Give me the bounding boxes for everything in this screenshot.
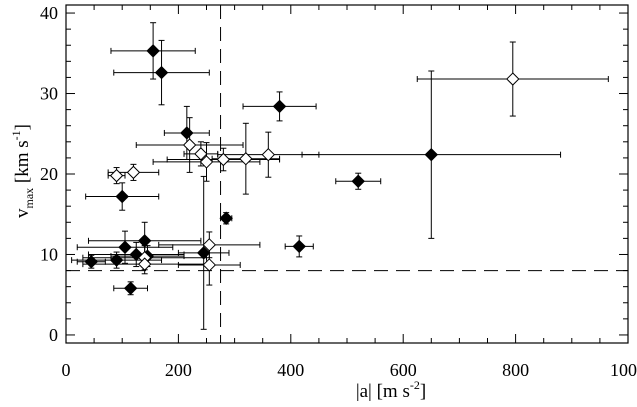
filled-diamond-point — [154, 65, 169, 80]
plot-frame — [65, 4, 629, 344]
open-diamond-point — [202, 238, 217, 252]
open-diamond-point — [216, 152, 231, 167]
filled-diamond-point — [180, 126, 194, 140]
filled-diamond-point — [115, 189, 129, 204]
plot-area — [65, 4, 629, 344]
y-tick-label: 30 — [40, 84, 58, 104]
open-diamond-point — [109, 168, 124, 183]
y-tick-label: 10 — [40, 244, 58, 264]
open-diamond-point — [126, 165, 141, 180]
filled-diamond-point — [146, 44, 160, 58]
y-tick-label: 20 — [40, 164, 58, 184]
x-axis-label: |a| [m s-2] — [356, 378, 426, 402]
open-diamond-point — [261, 147, 276, 162]
open-diamond-point — [202, 258, 217, 272]
x-tick-label: 600 — [390, 360, 417, 380]
filled-diamond-point — [137, 234, 152, 248]
open-diamond-point — [137, 257, 152, 271]
open-diamond-point — [239, 152, 253, 166]
filled-diamond-point — [292, 239, 306, 254]
x-tick-label: 0 — [62, 360, 71, 380]
y-tick-label: 0 — [49, 325, 58, 345]
filled-diamond-point — [84, 255, 98, 269]
y-tick-label: 40 — [40, 3, 58, 23]
filled-diamond-point — [351, 174, 365, 188]
filled-diamond-point — [196, 246, 211, 260]
filled-diamond-point — [109, 253, 124, 267]
x-tick-label: 200 — [165, 360, 192, 380]
x-tick-label: 800 — [502, 360, 529, 380]
open-diamond-point — [194, 147, 208, 161]
filled-diamond-point — [424, 147, 439, 162]
open-diamond-point — [506, 72, 520, 86]
error-bars — [71, 22, 609, 330]
axis-ticks — [65, 5, 629, 343]
filled-diamond-point — [118, 240, 132, 254]
filled-diamond-point — [272, 99, 287, 114]
open-diamond-point — [199, 155, 214, 169]
filled-diamond-point — [123, 281, 138, 295]
y-tick-labels: 0 10 20 30 40 — [40, 3, 58, 345]
x-tick-label: 400 — [277, 360, 304, 380]
open-diamond-point — [182, 138, 197, 152]
filled-diamond-point — [219, 211, 233, 225]
data-markers — [84, 44, 520, 295]
y-axis-label: vmax [km s-1] — [9, 124, 36, 218]
